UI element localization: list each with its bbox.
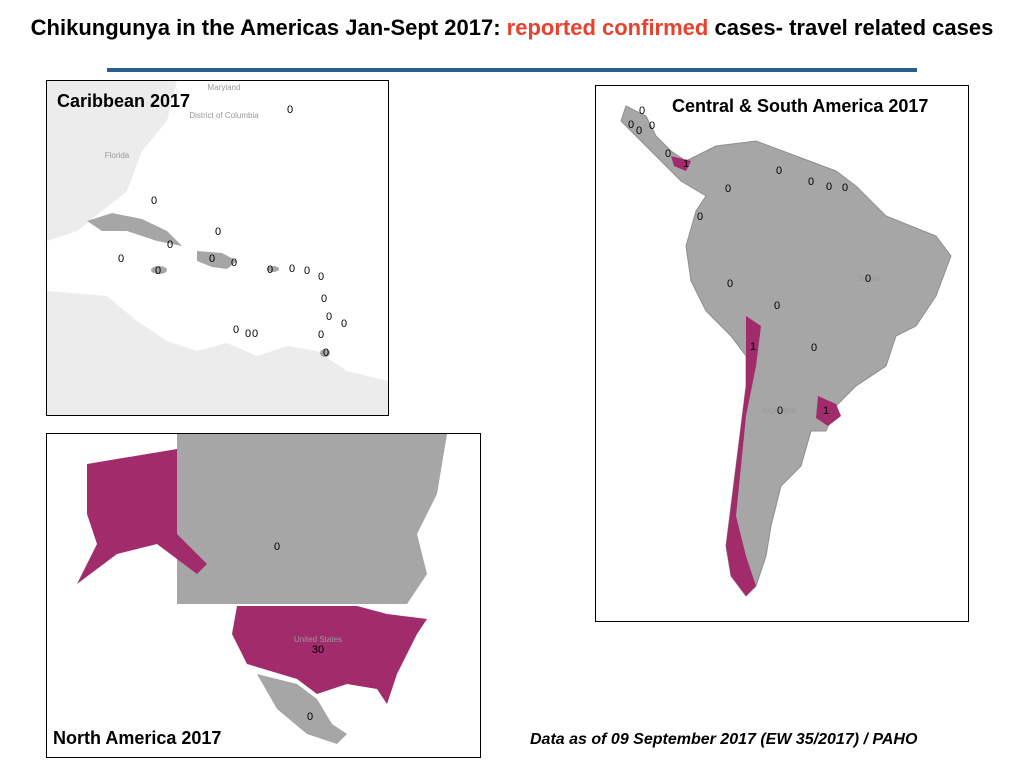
case-count: 1 — [750, 341, 756, 353]
case-count: 0 — [725, 183, 731, 195]
title-highlight: reported confirmed — [506, 15, 709, 40]
title-rule — [107, 68, 917, 72]
case-count: 0 — [628, 119, 634, 131]
slide-title: Chikungunya in the Americas Jan-Sept 201… — [0, 14, 1024, 41]
case-count: 0 — [209, 253, 215, 265]
case-count: 0 — [151, 195, 157, 207]
case-count: 0 — [307, 711, 313, 723]
south-america-map: Brazil Argentina 0 0 0 0 0 1 0 0 0 0 0 0 0 0 0 1 0 0 1 Centr… — [595, 85, 969, 622]
case-count: 0 — [639, 105, 645, 117]
case-count: 0 — [865, 273, 871, 285]
land — [47, 81, 177, 241]
panama — [671, 156, 691, 171]
chile — [726, 316, 761, 596]
case-count: 0 — [274, 541, 280, 553]
land — [47, 291, 388, 415]
case-count: 0 — [321, 293, 327, 305]
case-count: 0 — [233, 324, 239, 336]
canada — [177, 434, 447, 604]
case-count: 0 — [167, 239, 173, 251]
case-count: 0 — [318, 271, 324, 283]
case-count: 0 — [267, 264, 273, 276]
panel-title: Central & South America 2017 — [672, 96, 929, 116]
title-part: Chikungunya in the Americas Jan-Sept 201… — [30, 15, 507, 40]
alaska — [77, 449, 207, 584]
united-states — [232, 606, 427, 704]
case-count: 0 — [777, 405, 783, 417]
puerto-rico — [267, 266, 279, 272]
north-america-map: United States 0 30 0 North America 2017 — [46, 433, 481, 758]
land — [620, 105, 952, 597]
case-count: 0 — [289, 263, 295, 275]
place-name: United States — [294, 635, 342, 644]
case-count: 0 — [287, 104, 293, 116]
uruguay — [816, 396, 841, 426]
place-name: Florida — [105, 151, 130, 160]
case-count: 1 — [823, 405, 829, 417]
case-count: 0 — [155, 265, 161, 277]
case-count: 0 — [636, 125, 642, 137]
mexico — [257, 674, 347, 744]
case-count: 0 — [118, 253, 124, 265]
case-count: 0 — [245, 328, 251, 340]
case-count: 0 — [304, 265, 310, 277]
case-count: 0 — [252, 328, 258, 340]
place-name: Argentina — [762, 406, 797, 415]
panel-title: Caribbean 2017 — [57, 91, 191, 111]
case-count: 0 — [842, 182, 848, 194]
case-count: 0 — [649, 120, 655, 132]
case-count: 30 — [312, 644, 324, 656]
hispaniola — [197, 251, 237, 269]
place-name: Maryland — [208, 83, 241, 92]
case-count: 1 — [683, 158, 689, 170]
caribbean-map: Maryland District of Columbia Florida 0 0 0 0 0… — [46, 80, 389, 416]
place-name: District of Columbia — [189, 111, 259, 120]
cuba — [87, 213, 182, 246]
case-count: 0 — [341, 318, 347, 330]
case-count: 0 — [318, 329, 324, 341]
case-count: 0 — [665, 148, 671, 160]
case-count: 0 — [323, 347, 329, 359]
case-count: 0 — [231, 257, 237, 269]
case-count: 0 — [326, 311, 332, 323]
footer-note: Data as of 09 September 2017 (EW 35/2017… — [530, 731, 918, 748]
case-count: 0 — [697, 211, 703, 223]
case-count: 0 — [776, 165, 782, 177]
case-count: 0 — [727, 278, 733, 290]
case-count: 0 — [811, 342, 817, 354]
title-part: cases- travel related cases — [708, 15, 994, 40]
case-count: 0 — [215, 226, 221, 238]
map: United States 0 30 0 — [77, 434, 447, 744]
case-count: 0 — [774, 300, 780, 312]
case-count: 0 — [808, 176, 814, 188]
case-count: 0 — [826, 181, 832, 193]
trinidad — [320, 349, 330, 357]
panel-title: North America 2017 — [53, 728, 222, 748]
jamaica — [151, 266, 167, 274]
place-name: Brazil — [859, 274, 879, 283]
